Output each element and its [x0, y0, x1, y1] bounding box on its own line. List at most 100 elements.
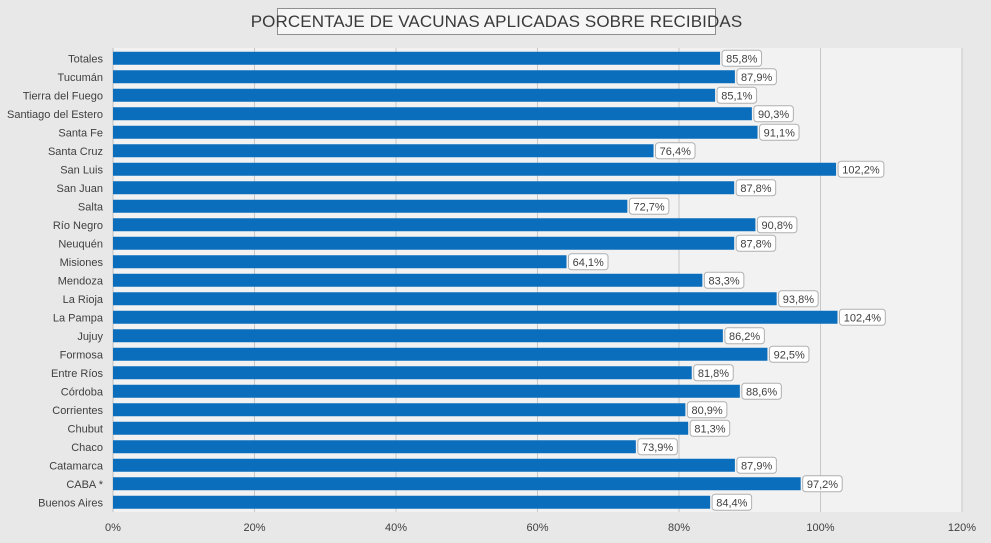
chart-title: PORCENTAJE DE VACUNAS APLICADAS SOBRE RE…	[251, 8, 742, 35]
data-label-box	[768, 345, 810, 363]
data-label: 85,8%	[726, 53, 757, 65]
data-label: 102,4%	[844, 312, 882, 324]
bar	[113, 310, 838, 324]
bar	[113, 477, 801, 491]
data-label-box	[689, 419, 731, 437]
data-label: 102,2%	[842, 164, 880, 176]
data-label: 81,3%	[694, 423, 725, 435]
x-tick-label: 120%	[948, 522, 976, 534]
data-label: 80,9%	[692, 405, 723, 417]
x-tick-label: 100%	[806, 522, 834, 534]
data-label-box	[716, 86, 758, 104]
data-label: 83,3%	[708, 275, 739, 287]
data-label: 81,8%	[698, 368, 729, 380]
bar	[113, 384, 740, 398]
data-label: 87,8%	[740, 238, 771, 250]
category-label: Chaco	[71, 442, 103, 454]
data-label: 97,2%	[807, 479, 838, 491]
bar	[113, 162, 837, 176]
category-label: Santa Fe	[58, 127, 103, 139]
data-label: 87,9%	[741, 460, 772, 472]
data-label: 85,1%	[721, 90, 752, 102]
data-label-box	[753, 105, 794, 123]
data-label-box	[693, 364, 734, 382]
category-label: Totales	[68, 53, 103, 65]
bar	[113, 403, 686, 417]
category-label: Santa Cruz	[48, 146, 103, 158]
data-label-box	[735, 179, 777, 197]
x-tick-label: 20%	[243, 522, 265, 534]
category-label: Misiones	[60, 257, 104, 269]
category-label: Jujuy	[77, 331, 103, 343]
data-label-box	[724, 327, 765, 345]
x-tick-label: 80%	[668, 522, 690, 534]
bar	[113, 88, 716, 102]
data-label: 90,3%	[758, 109, 789, 121]
data-label-box	[837, 160, 885, 178]
data-label: 87,9%	[741, 72, 772, 84]
category-label: Río Negro	[53, 220, 103, 232]
category-label: Chubut	[68, 423, 103, 435]
bar	[113, 366, 692, 380]
data-label-box	[778, 290, 819, 308]
x-tick-label: 60%	[526, 522, 548, 534]
category-label: La Rioja	[63, 294, 104, 306]
bar	[113, 125, 758, 139]
bar	[113, 273, 703, 287]
category-label: Santiago del Estero	[7, 109, 103, 121]
data-label: 72,7%	[634, 201, 665, 213]
category-label: Córdoba	[61, 386, 104, 398]
data-label-box	[741, 382, 782, 400]
data-label-box	[568, 253, 609, 271]
category-label: Mendoza	[58, 275, 104, 287]
data-label-box	[802, 475, 843, 493]
category-label: Salta	[78, 201, 104, 213]
data-label: 64,1%	[573, 257, 604, 269]
bar	[113, 144, 654, 158]
data-label: 86,2%	[729, 331, 760, 343]
data-label-box	[756, 216, 798, 234]
data-label-box	[655, 142, 696, 160]
category-label: Catamarca	[49, 460, 104, 472]
bar	[113, 495, 711, 509]
category-label: Tierra del Fuego	[23, 90, 103, 102]
data-label: 87,8%	[740, 183, 771, 195]
data-label-box	[735, 234, 777, 252]
data-label: 91,1%	[764, 127, 795, 139]
data-label: 92,5%	[774, 349, 805, 361]
x-tick-label: 40%	[385, 522, 407, 534]
data-label-box	[736, 68, 777, 86]
bar	[113, 440, 636, 454]
data-label: 73,9%	[642, 442, 673, 454]
category-label: San Luis	[60, 164, 103, 176]
data-label: 84,4%	[716, 497, 747, 509]
bar	[113, 218, 756, 232]
bar	[113, 458, 735, 472]
category-label: Corrientes	[52, 405, 103, 417]
category-label: La Pampa	[53, 312, 104, 324]
category-label: Entre Ríos	[51, 368, 103, 380]
bar	[113, 347, 768, 361]
data-label: 93,8%	[783, 294, 814, 306]
bar	[113, 107, 752, 121]
bar	[113, 255, 567, 269]
data-label-box	[711, 493, 753, 511]
data-label-box	[838, 308, 886, 326]
category-label: Formosa	[60, 349, 104, 361]
bar	[113, 70, 735, 84]
category-label: Neuquén	[58, 238, 103, 250]
bar	[113, 199, 628, 213]
data-label-box	[736, 456, 777, 474]
bar	[113, 329, 723, 343]
data-label-box	[703, 271, 745, 289]
bar	[113, 421, 689, 435]
x-tick-label: 0%	[105, 522, 121, 534]
data-label-box	[759, 123, 800, 141]
bar	[113, 236, 735, 250]
bar	[113, 181, 735, 195]
category-label: San Juan	[57, 183, 103, 195]
data-label-box	[628, 197, 670, 215]
bar	[113, 292, 777, 306]
data-label: 76,4%	[660, 146, 691, 158]
